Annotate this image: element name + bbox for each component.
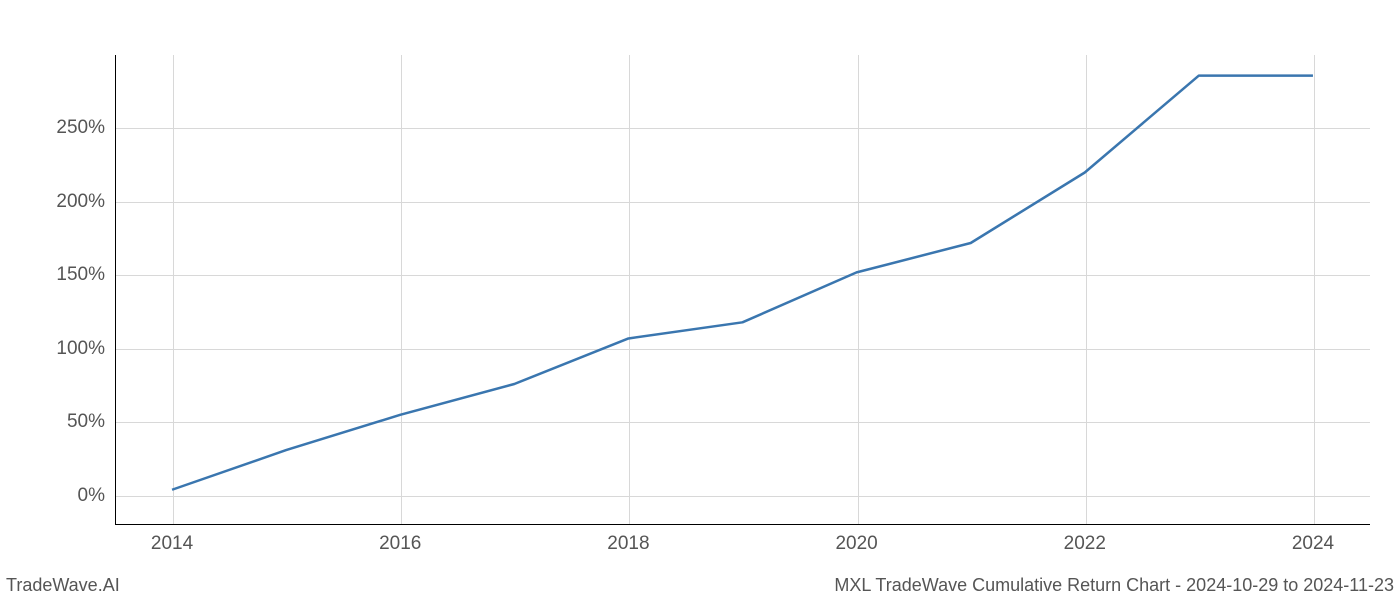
grid-line-vertical — [858, 55, 859, 524]
x-tick-label: 2014 — [151, 533, 193, 555]
grid-line-horizontal — [116, 496, 1370, 497]
grid-line-horizontal — [116, 349, 1370, 350]
grid-line-vertical — [629, 55, 630, 524]
y-tick-label: 200% — [56, 191, 105, 213]
x-tick-label: 2016 — [379, 533, 421, 555]
grid-line-horizontal — [116, 128, 1370, 129]
y-tick-label: 50% — [67, 411, 105, 433]
grid-line-vertical — [173, 55, 174, 524]
y-tick-label: 0% — [78, 485, 105, 507]
grid-line-horizontal — [116, 202, 1370, 203]
x-tick-label: 2020 — [835, 533, 877, 555]
x-tick-label: 2018 — [607, 533, 649, 555]
plot-area — [115, 55, 1370, 525]
x-tick-label: 2024 — [1292, 533, 1334, 555]
y-tick-label: 100% — [56, 338, 105, 360]
grid-line-vertical — [1086, 55, 1087, 524]
x-tick-label: 2022 — [1064, 533, 1106, 555]
y-tick-label: 150% — [56, 264, 105, 286]
footer-brand: TradeWave.AI — [6, 575, 120, 596]
chart-container: TradeWave.AI MXL TradeWave Cumulative Re… — [0, 0, 1400, 600]
grid-line-horizontal — [116, 422, 1370, 423]
grid-line-vertical — [401, 55, 402, 524]
y-tick-label: 250% — [56, 117, 105, 139]
footer-caption: MXL TradeWave Cumulative Return Chart - … — [834, 575, 1394, 596]
grid-line-vertical — [1314, 55, 1315, 524]
grid-line-horizontal — [116, 275, 1370, 276]
